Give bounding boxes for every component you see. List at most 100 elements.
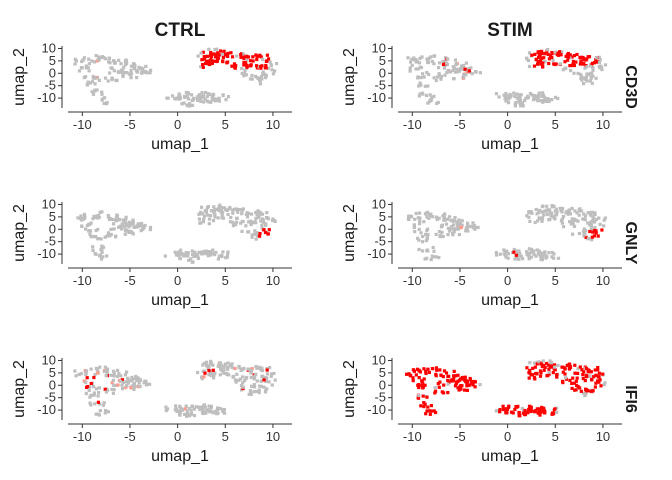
cell-point — [417, 385, 421, 390]
cell-point — [593, 226, 597, 230]
cell-point — [449, 379, 454, 383]
cell-point — [165, 407, 170, 411]
cell-point — [434, 232, 438, 236]
cell-point — [94, 54, 98, 58]
cell-point — [185, 253, 189, 257]
cell-point — [189, 257, 193, 261]
cell-point — [432, 94, 436, 98]
cell-point — [121, 74, 125, 78]
cell-point — [586, 211, 590, 215]
cell-point — [532, 376, 536, 380]
cell-point — [589, 71, 593, 75]
cell-point — [461, 67, 465, 71]
cell-point — [422, 405, 426, 409]
cell-point — [270, 383, 274, 387]
cell-point — [91, 74, 95, 79]
cell-point — [210, 95, 214, 99]
x-axis-title: umap_1 — [151, 292, 209, 309]
cell-point — [92, 393, 96, 397]
cell-point — [247, 392, 251, 396]
cell-point — [416, 383, 420, 387]
cell-point — [526, 58, 531, 63]
cell-point — [563, 367, 567, 371]
cell-point — [423, 383, 427, 387]
cell-point — [416, 216, 420, 220]
cell-point — [441, 214, 445, 218]
cell-point — [432, 249, 436, 253]
cell-point — [426, 84, 430, 88]
cell-point — [453, 70, 458, 74]
cell-point — [106, 79, 110, 83]
cell-point — [410, 63, 414, 67]
cell-point — [460, 375, 464, 380]
cell-point — [111, 391, 115, 395]
cell-point — [534, 254, 538, 258]
cell-point — [93, 89, 97, 93]
cell-point — [228, 364, 233, 368]
cell-point — [254, 221, 258, 225]
cell-point — [556, 363, 560, 368]
cell-point — [527, 211, 531, 215]
cell-point — [236, 210, 240, 214]
cell-point — [261, 220, 265, 224]
cell-point — [94, 366, 98, 370]
cell-point — [187, 258, 191, 262]
cell-point — [239, 377, 243, 381]
cell-point — [255, 54, 259, 58]
cell-point — [234, 223, 238, 227]
cell-point — [418, 56, 422, 60]
cell-point — [540, 94, 544, 98]
cell-point — [567, 363, 571, 367]
cell-point — [245, 215, 250, 219]
cell-point — [254, 74, 258, 78]
cell-point — [560, 50, 564, 54]
cell-point — [536, 93, 540, 97]
cell-point — [548, 359, 552, 363]
cell-point — [245, 58, 249, 62]
cell-point — [100, 90, 104, 94]
cell-point — [454, 62, 459, 66]
cell-point — [603, 63, 608, 67]
cell-point — [93, 372, 97, 377]
cell-point — [243, 379, 247, 383]
cell-point — [470, 381, 475, 385]
cell-point — [226, 51, 230, 55]
cell-point — [198, 408, 202, 412]
cell-point — [407, 214, 411, 218]
cell-point — [265, 53, 269, 57]
cell-point — [593, 368, 597, 372]
cell-point — [574, 379, 578, 383]
cell-point — [548, 217, 552, 222]
cell-point — [201, 363, 205, 367]
cell-point — [90, 80, 94, 84]
cell-point — [579, 59, 583, 63]
cell-point — [190, 93, 194, 97]
cell-point — [576, 367, 580, 371]
cell-point — [242, 71, 247, 75]
cell-point — [226, 365, 230, 369]
cell-point — [270, 218, 275, 222]
cell-point — [533, 52, 537, 56]
cell-point — [131, 220, 135, 224]
cell-point — [440, 230, 444, 234]
cell-point — [132, 387, 136, 391]
cell-point — [93, 76, 97, 80]
cell-point — [429, 257, 433, 262]
cell-point — [215, 54, 219, 58]
cell-point — [471, 221, 475, 225]
cell-point — [212, 205, 216, 209]
column-title: CTRL — [155, 20, 206, 41]
cell-point — [533, 361, 537, 365]
cell-point — [416, 67, 420, 71]
cell-point — [532, 253, 536, 257]
x-tick-label: 0 — [174, 273, 181, 288]
cell-point — [258, 82, 263, 86]
cell-point — [562, 225, 566, 229]
cell-point — [417, 238, 421, 242]
cell-point — [264, 377, 268, 381]
cell-point — [85, 83, 90, 87]
cell-point — [419, 404, 423, 408]
cell-point — [120, 378, 124, 382]
cell-point — [130, 375, 134, 379]
